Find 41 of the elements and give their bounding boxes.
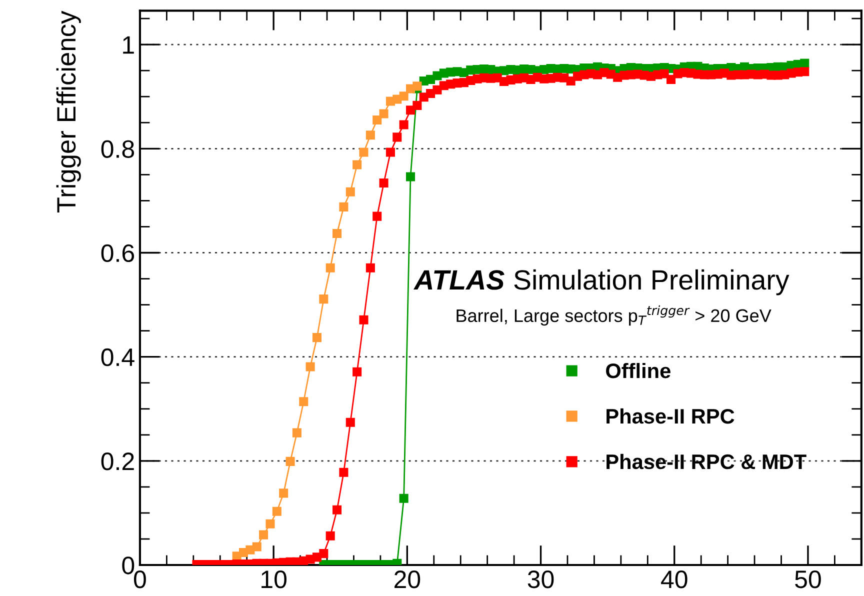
- point: [346, 187, 355, 196]
- y-tick-label: 0.4: [101, 348, 134, 366]
- annotation: Barrel, Large sectors p$_{T}$$^{trigger}$ > 20 GeV: [456, 305, 772, 326]
- y-tick-label: 0: [122, 556, 134, 574]
- point: [332, 228, 342, 238]
- point: [272, 506, 282, 516]
- point: [319, 294, 328, 304]
- point: [286, 456, 295, 466]
- y-tick-label: 0.6: [101, 244, 134, 262]
- legend-label: Phase-II RPC & MDT: [606, 454, 806, 470]
- point: [359, 148, 368, 157]
- y-axis-title: Trigger Efficiency: [56, 10, 81, 213]
- point: [399, 92, 408, 101]
- point: [366, 130, 375, 140]
- point: [279, 488, 288, 498]
- point: [312, 333, 322, 342]
- annotation: Simulation Preliminary: [514, 269, 790, 296]
- legend-label: Offline: [606, 362, 670, 378]
- point: [299, 397, 308, 406]
- point: [372, 116, 382, 125]
- annotation: ATLAS: [414, 270, 504, 290]
- y-tick-label: 1: [123, 36, 134, 54]
- x-tick-label: 50: [795, 570, 821, 588]
- point: [252, 542, 262, 552]
- y-tick-label: 0.2: [101, 452, 134, 470]
- x-tick-label: 40: [661, 570, 688, 588]
- point: [266, 519, 275, 528]
- point: [292, 428, 302, 438]
- point: [412, 82, 422, 91]
- y-tick-label: 0.8: [101, 140, 134, 158]
- point: [306, 362, 315, 372]
- x-tick-label: 0: [134, 570, 146, 588]
- point: [339, 202, 348, 212]
- legend-label: Phase-II RPC: [606, 408, 734, 424]
- point: [379, 109, 388, 118]
- point: [326, 263, 335, 272]
- point: [352, 160, 362, 170]
- x-tick-label: 10: [262, 570, 286, 588]
- point: [259, 530, 268, 540]
- x-tick-label: 20: [394, 570, 420, 588]
- x-tick-label: 30: [528, 570, 554, 588]
